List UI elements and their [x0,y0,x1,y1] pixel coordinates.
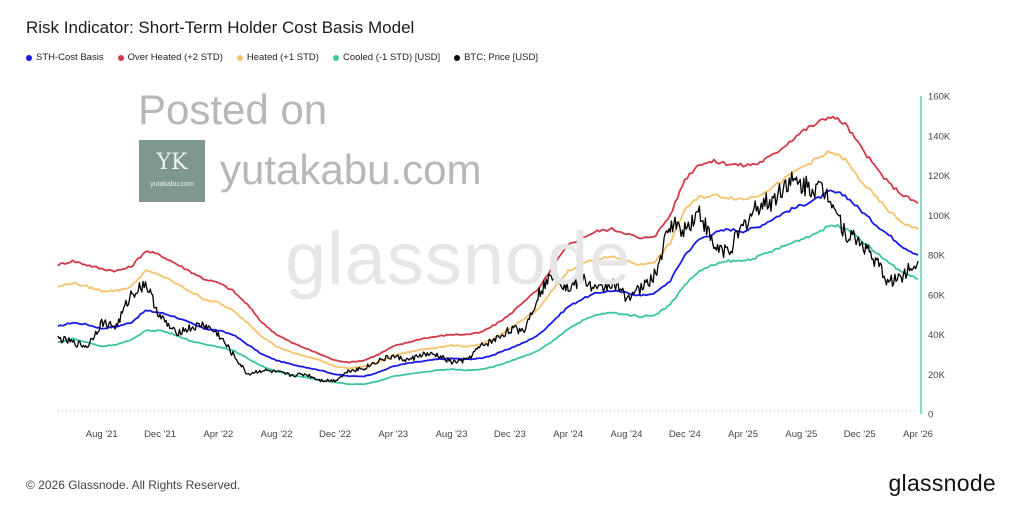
legend-item-sth-cost-basis: STH-Cost Basis [26,52,104,63]
copyright-text: © 2026 Glassnode. All Rights Reserved. [26,478,241,492]
y-tick-label: 80K [928,251,946,262]
x-tick-label: Aug '24 [611,429,643,440]
x-tick-label: Apr '22 [203,429,233,440]
y-tick-label: 60K [928,290,946,301]
legend-dot-over-heated [117,54,124,61]
y-tick-label: 160K [928,92,951,103]
axes-layer: 0 20K 40K 60K 80K 100K 120K 140K 160K Aug '21 Dec … [58,92,951,440]
chart-title: Risk Indicator: Short-Term Holder Cost B… [26,18,415,37]
yutakabu-logo: YK yutakabu.com [139,140,205,202]
legend-item-over-heated: Over Heated (+2 STD) [117,52,223,63]
y-tick-label: 120K [928,171,951,182]
x-tick-label: Aug '21 [86,429,118,440]
x-tick-label: Dec '22 [319,429,351,440]
legend-item-cooled: Cooled (-1 STD) [USD] [332,52,441,63]
yutakabu-logo-mark: YK [156,150,188,175]
series-layer [57,115,919,386]
posted-on-watermark: Posted on [138,86,328,133]
legend-item-heated: Heated (+1 STD) [236,52,319,63]
yutakabu-logo-text: yutakabu.com [150,181,194,188]
y-tick-label: 0 [928,410,933,421]
legend-label-over-heated: Over Heated (+2 STD) [127,52,223,63]
x-tick-label: Aug '25 [785,429,817,440]
legend-dot-sth-cost-basis [26,54,32,61]
x-tick-label: Aug '23 [436,429,468,440]
legend-label-sth-cost-basis: STH-Cost Basis [36,52,104,63]
x-tick-label: Apr '24 [553,429,583,440]
y-tick-label: 140K [928,131,951,142]
legend-dot-cooled [332,54,339,61]
x-tick-label: Dec '23 [494,429,526,440]
y-tick-label: 100K [928,211,951,222]
x-tick-label: Apr '25 [728,429,758,440]
legend-label-cooled: Cooled (-1 STD) [USD] [342,52,441,63]
glassnode-watermark: glassnode [285,217,632,300]
series-line-over-heated-2-std [57,115,919,364]
glassnode-logo: glassnode [888,470,996,496]
x-tick-label: Apr '23 [378,429,408,440]
x-tick-label: Dec '21 [144,429,176,440]
x-tick-label: Dec '24 [669,429,701,440]
legend-label-heated: Heated (+1 STD) [246,52,319,63]
series-line-btc-price-usd [57,171,919,383]
series-line-heated-1-std [57,150,919,370]
site-watermark: yutakabu.com [220,146,482,193]
x-tick-label: Apr '26 [903,429,933,440]
legend-dot-btc-price [454,54,461,61]
legend-dot-heated [236,54,243,61]
y-tick-label: 20K [928,370,946,381]
x-tick-label: Dec '25 [844,429,876,440]
y-tick-label: 40K [928,330,946,341]
chart-legend: STH-Cost Basis Over Heated (+2 STD) Heat… [26,52,538,63]
series-line-cooled-1-std-usd [57,223,919,386]
x-tick-label: Aug '22 [261,429,293,440]
legend-item-btc-price: BTC: Price [USD] [454,52,538,63]
legend-label-btc-price: BTC: Price [USD] [464,52,538,63]
